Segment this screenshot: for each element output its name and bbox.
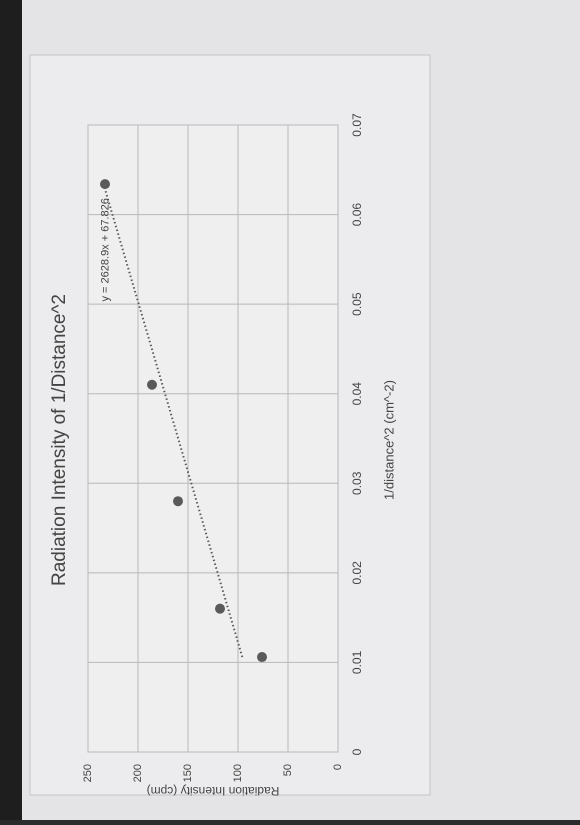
y-tick-label: 250 xyxy=(82,764,94,782)
y-axis-label: Radiation Intensity (cpm) xyxy=(147,784,280,798)
trendline-label: y = 2628.9x + 67.826 xyxy=(99,198,111,301)
point xyxy=(215,603,225,614)
y-tick-label: 150 xyxy=(182,764,194,782)
point xyxy=(257,652,267,663)
x-tick-label: 0.01 xyxy=(350,650,364,674)
plot-area xyxy=(87,124,339,753)
y-tick-label: 200 xyxy=(132,764,144,782)
chart: Radiation Intensity of 1/Distance^2 1/di… xyxy=(29,54,431,798)
dark-edge xyxy=(0,0,22,820)
point xyxy=(147,379,157,390)
y-tick-label: 0 xyxy=(332,764,344,770)
x-tick-label: 0 xyxy=(350,748,364,755)
x-axis-label: 1/distance^2 (cm^-2) xyxy=(381,380,396,500)
x-tick-label: 0.05 xyxy=(350,292,364,316)
x-tick-label: 0.04 xyxy=(350,382,364,406)
y-tick-label: 50 xyxy=(282,764,294,776)
chart-title: Radiation Intensity of 1/Distance^2 xyxy=(49,294,70,586)
point xyxy=(173,496,183,507)
x-tick-label: 0.06 xyxy=(350,203,364,227)
x-tick-label: 0.03 xyxy=(350,471,364,495)
y-tick-label: 100 xyxy=(232,764,244,782)
x-tick-label: 0.07 xyxy=(350,113,364,137)
point xyxy=(100,179,110,190)
x-tick-label: 0.02 xyxy=(350,561,364,585)
